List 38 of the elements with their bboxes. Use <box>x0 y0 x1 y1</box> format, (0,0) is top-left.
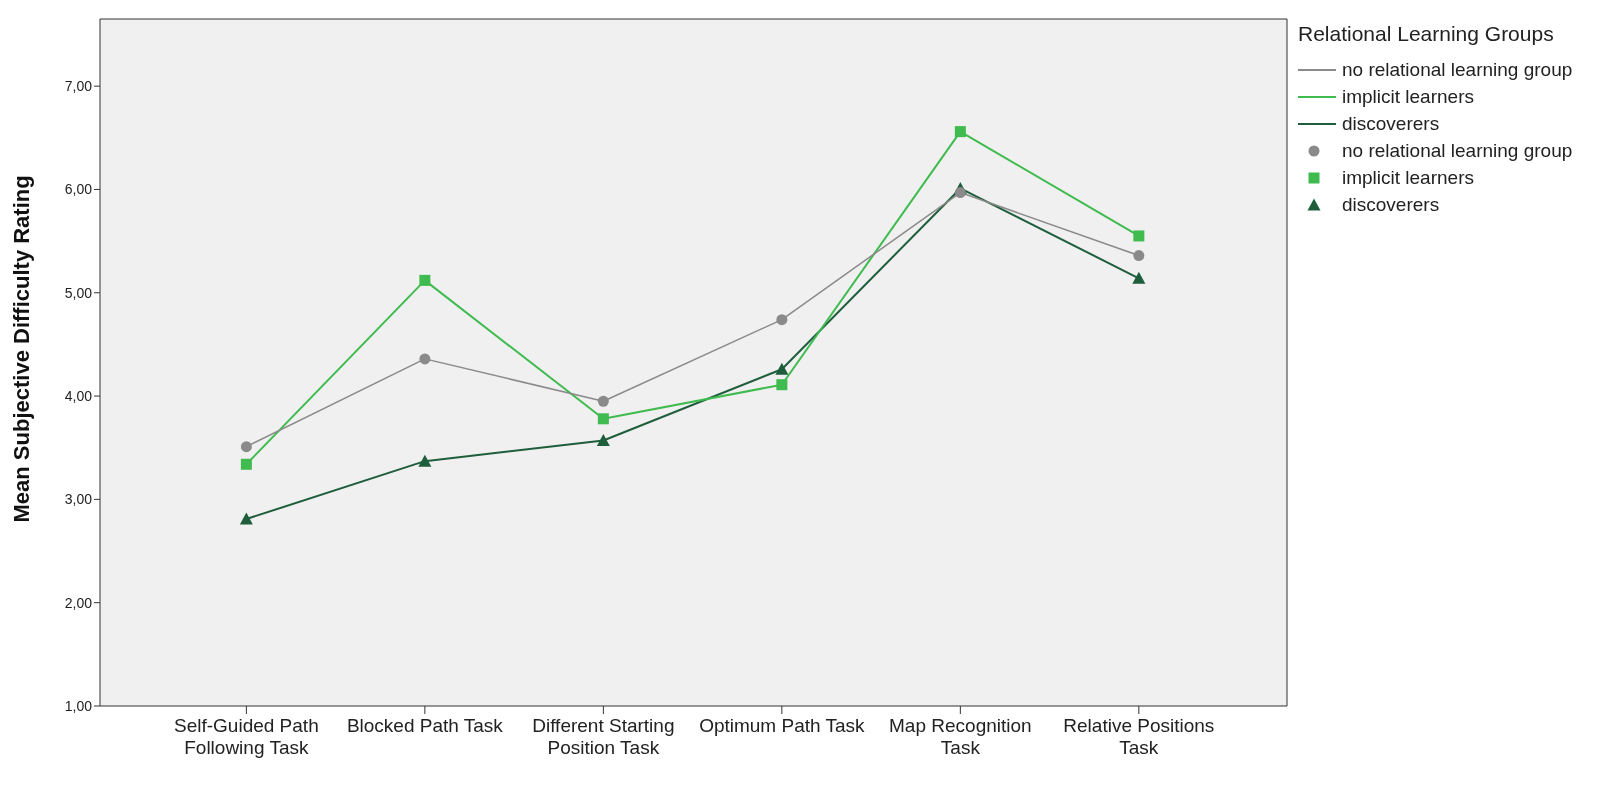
point <box>239 512 253 525</box>
point <box>775 362 789 375</box>
y-tick-label: 4,00 <box>64 388 93 405</box>
x-tick-label: Relative Positions Task <box>1063 715 1215 758</box>
y-tick-label: 2,00 <box>64 594 93 611</box>
point <box>418 454 432 467</box>
x-tick-label: Blocked Path Task <box>346 715 504 736</box>
y-axis-title: Mean Subjective Difficulty Rating <box>8 175 34 523</box>
point <box>419 353 431 365</box>
y-tick-label: 1,00 <box>64 697 93 714</box>
point <box>240 458 252 470</box>
point <box>597 395 609 407</box>
legend-title: Relational Learning Groups <box>1298 22 1555 46</box>
x-tick-label: Map Recognition Task <box>889 715 1032 758</box>
x-tick-label: Self-Guided Path Following Task <box>174 715 319 758</box>
point <box>954 126 966 138</box>
point <box>240 441 252 453</box>
legend-label: implicit learners <box>1342 166 1474 189</box>
y-tick-label: 3,00 <box>64 491 93 508</box>
legend-label: discoverers <box>1342 193 1440 216</box>
y-tick-label: 7,00 <box>64 78 93 95</box>
point <box>419 274 431 286</box>
point <box>1133 250 1145 262</box>
point <box>776 314 788 326</box>
legend-label: no relational learning group <box>1342 139 1573 162</box>
text: no relational learning group <box>1342 58 1573 80</box>
point <box>597 413 609 425</box>
point <box>954 187 966 199</box>
y-tick-label: 6,00 <box>64 181 93 198</box>
y-tick-label: 5,00 <box>64 284 93 301</box>
point <box>776 379 788 391</box>
text: discoverers <box>1342 112 1440 134</box>
point <box>1133 230 1145 242</box>
point <box>1132 271 1146 284</box>
x-tick-label: Different Starting Position Task <box>532 715 675 758</box>
text: implicit learners <box>1342 85 1474 107</box>
point <box>596 434 610 446</box>
x-tick-label: Optimum Path Task <box>699 715 866 736</box>
